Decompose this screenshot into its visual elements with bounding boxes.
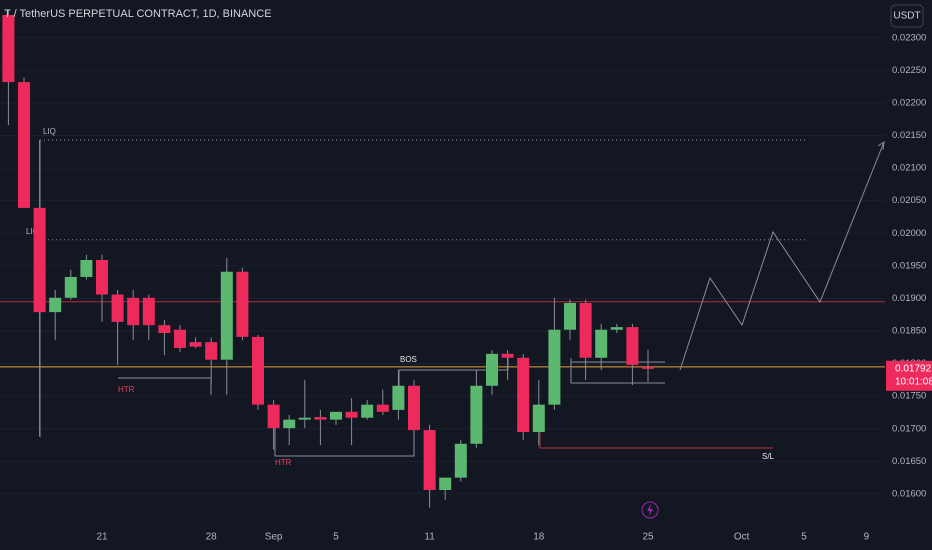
x-tick-label: Sep xyxy=(265,532,283,543)
y-tick-label: 0.02100 xyxy=(892,163,926,174)
candle-body xyxy=(610,327,623,330)
candles xyxy=(2,9,654,508)
event-icon[interactable] xyxy=(641,501,659,519)
candle-body xyxy=(142,297,155,326)
candle-body xyxy=(189,342,202,347)
annotation: HTR xyxy=(275,458,292,467)
x-tick-label: Oct xyxy=(734,532,750,543)
candle-body xyxy=(314,417,327,420)
candle-body xyxy=(298,417,311,420)
candle-body xyxy=(595,329,608,358)
htr-box xyxy=(274,405,415,457)
currency-button-label[interactable]: USDT xyxy=(893,11,920,22)
candle-body xyxy=(486,353,498,386)
y-tick-label: 0.02050 xyxy=(892,195,926,206)
candle-body xyxy=(111,294,124,322)
candle-body xyxy=(80,260,93,277)
annotation: HTR xyxy=(118,385,135,394)
candle-body xyxy=(2,14,15,83)
x-tick-label: 18 xyxy=(533,532,545,543)
candle-body xyxy=(252,336,264,405)
candle-body xyxy=(220,271,233,360)
x-tick-label: 28 xyxy=(206,532,218,543)
liq-label: LIQ xyxy=(43,127,56,136)
candle-body xyxy=(283,419,296,429)
price-tag-label: 0.01792 xyxy=(895,363,932,374)
candle-body xyxy=(548,329,561,405)
liq-label: LIQ xyxy=(26,227,39,236)
x-tick-label: 11 xyxy=(424,532,435,543)
x-tick-label: 5 xyxy=(333,532,339,543)
candle-body xyxy=(439,477,452,491)
candle-body xyxy=(49,297,62,313)
countdown-label: 10:01:08 xyxy=(895,376,932,387)
event-icon-bolt xyxy=(647,504,653,516)
y-tick-label: 0.01850 xyxy=(892,326,926,337)
candle-body xyxy=(236,271,249,337)
y-tick-label: 0.02000 xyxy=(892,228,926,239)
projection xyxy=(679,141,885,371)
candle-body xyxy=(501,353,514,358)
candle-body xyxy=(330,411,342,420)
y-tick-label: 0.01950 xyxy=(892,260,926,271)
price-tag-bg xyxy=(886,360,932,391)
candle-body xyxy=(392,385,405,410)
candle-body xyxy=(174,329,186,348)
y-tick-label: 0.01600 xyxy=(892,488,926,499)
candle-body xyxy=(626,327,639,365)
candle-body xyxy=(127,297,140,326)
y-tick-label: 0.02250 xyxy=(892,65,926,76)
candle-body xyxy=(423,430,436,491)
candle-body xyxy=(564,303,576,330)
y-tick-label: 0.01750 xyxy=(892,391,926,402)
candle-body xyxy=(64,276,77,298)
y-tick-label: 0.01700 xyxy=(892,423,926,434)
y-tick-label: 0.01900 xyxy=(892,293,926,304)
price-tag: 0.01792 10:01:08 xyxy=(886,360,932,391)
annotation: S/L xyxy=(762,452,775,461)
candle-body xyxy=(408,385,420,431)
chart-title: T / TetherUS PERPETUAL CONTRACT, 1D, BIN… xyxy=(4,8,272,20)
currency-button[interactable] xyxy=(890,4,924,28)
candle-body xyxy=(361,404,374,418)
y-tick-label: 0.02300 xyxy=(892,32,926,43)
grid: 0.016000.016500.017000.017500.018000.018… xyxy=(0,32,926,543)
y-tick-label: 0.01650 xyxy=(892,456,926,467)
candle-body xyxy=(517,357,530,433)
candle-body xyxy=(33,207,46,313)
x-tick-label: 5 xyxy=(801,532,807,543)
x-tick-label: 21 xyxy=(96,532,108,543)
x-tick-label: 9 xyxy=(864,532,870,543)
y-tick-label: 0.02150 xyxy=(892,130,926,141)
range-line xyxy=(570,358,665,384)
candle-body xyxy=(454,443,467,478)
candle-body xyxy=(376,404,389,412)
price-axis xyxy=(885,0,932,550)
x-tick-label: 25 xyxy=(642,532,654,543)
annotation: BOS xyxy=(400,355,417,364)
candle-body xyxy=(345,411,358,418)
candle-body xyxy=(267,404,280,429)
candle-body xyxy=(579,303,592,358)
candle-body xyxy=(205,342,218,360)
time-axis xyxy=(0,522,885,550)
sl-line xyxy=(539,432,773,449)
candle-body xyxy=(470,385,483,444)
candle-body xyxy=(96,260,108,295)
candle-body xyxy=(158,325,171,333)
candle-body xyxy=(18,82,30,208)
candle-body xyxy=(532,404,545,433)
candle-body xyxy=(642,366,654,369)
projection-arrow xyxy=(877,140,885,151)
y-tick-label: 0.02200 xyxy=(892,97,926,108)
